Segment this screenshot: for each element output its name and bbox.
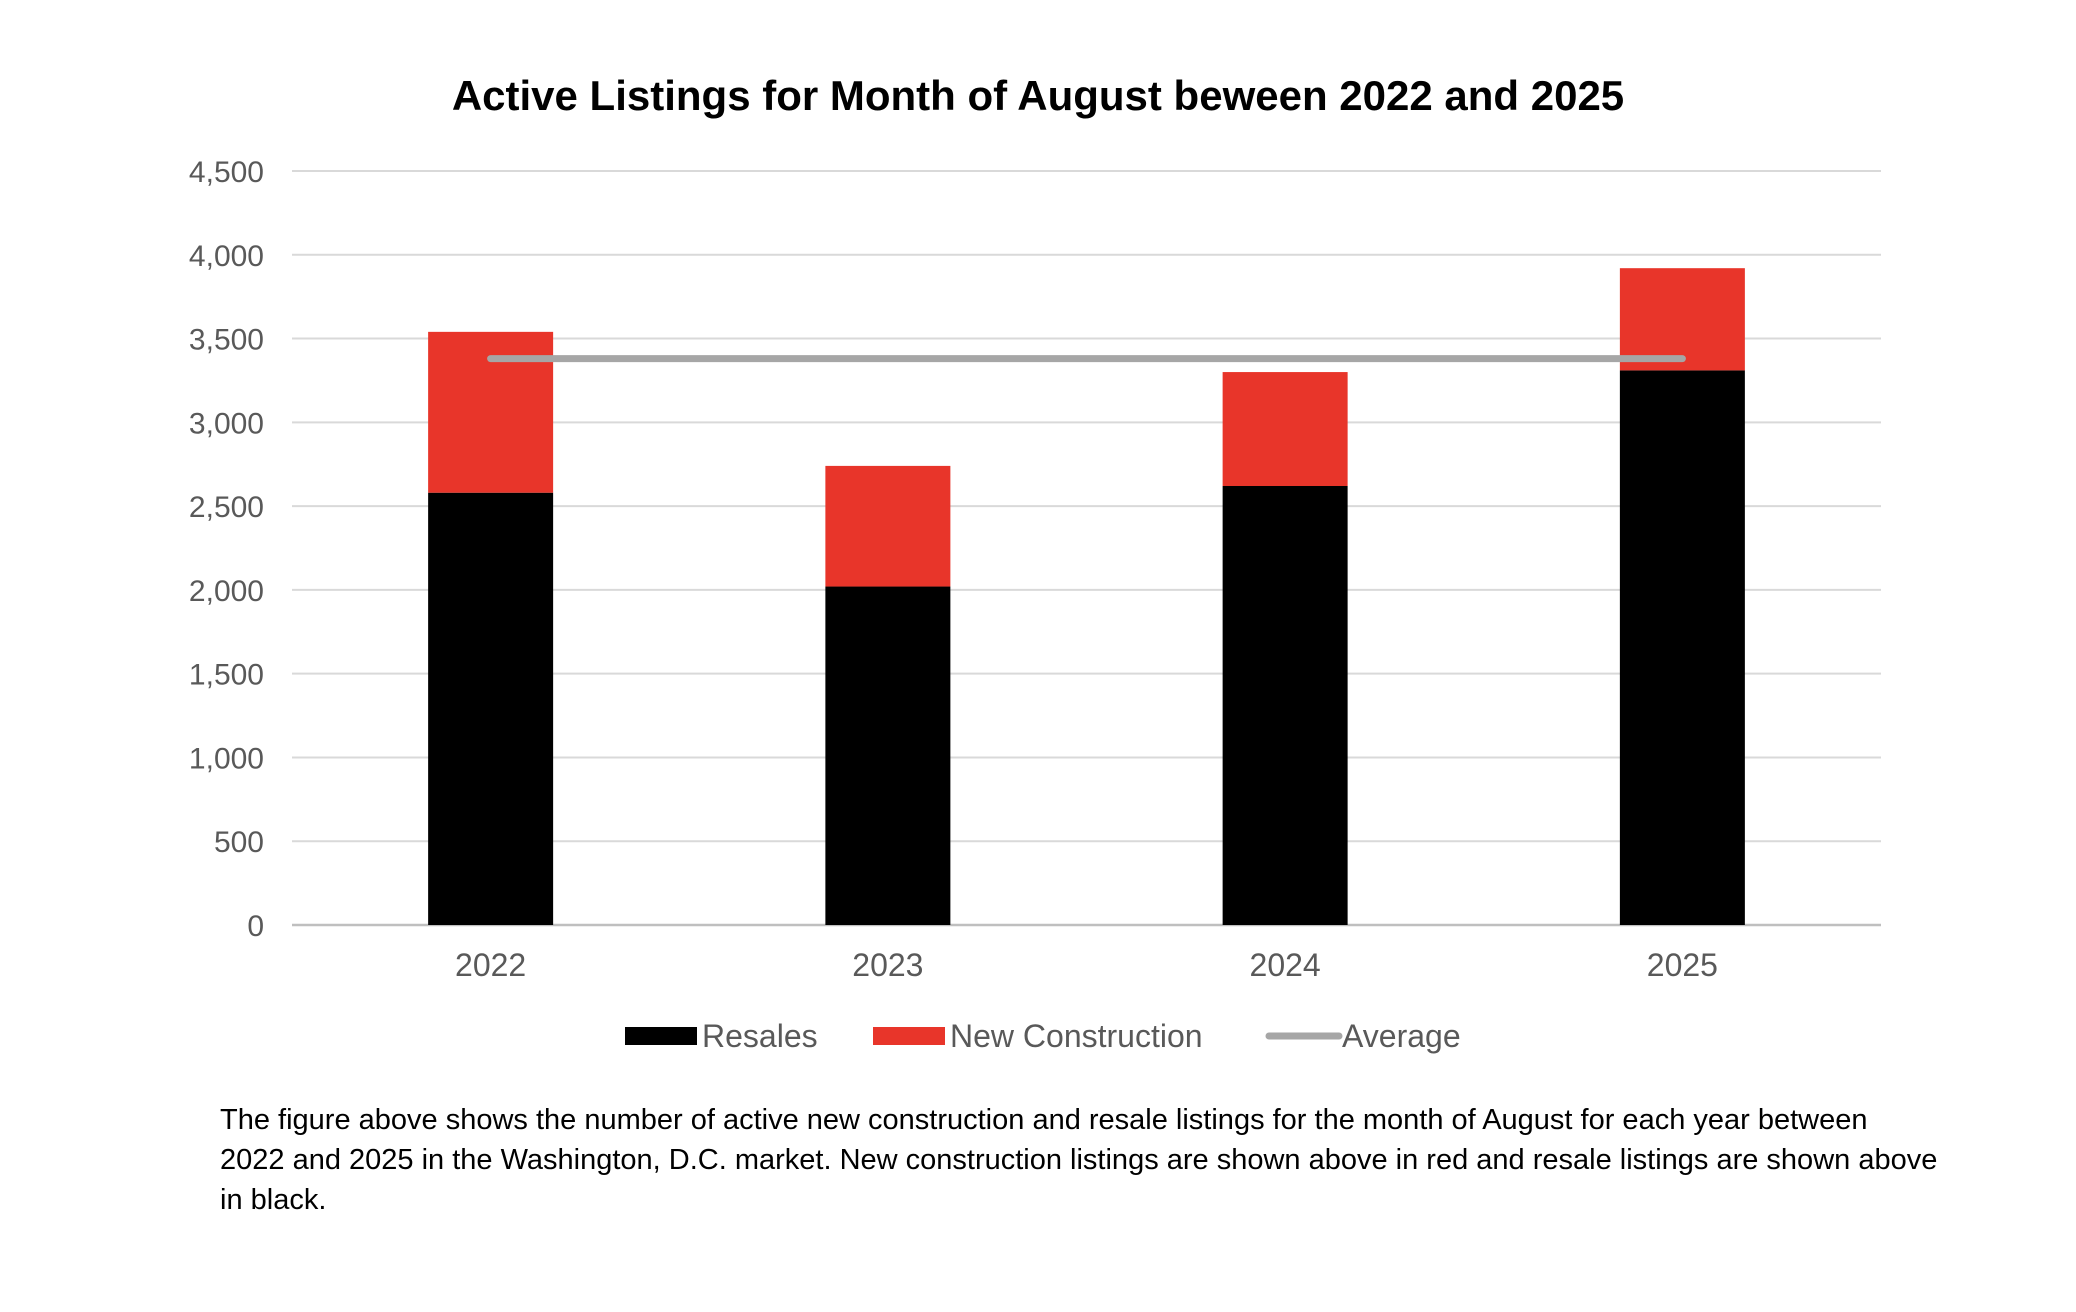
gridlines xyxy=(292,170,1881,927)
legend-label-new-construction: New Construction xyxy=(950,1018,1203,1054)
bar-resales xyxy=(1619,370,1745,925)
y-tick-label: 500 xyxy=(214,826,264,859)
y-tick-label: 1,500 xyxy=(189,659,264,692)
y-tick-label: 1,000 xyxy=(189,742,264,775)
legend-label-resales: Resales xyxy=(702,1018,818,1054)
bar-new-construction xyxy=(1222,372,1348,487)
y-tick-label: 3,000 xyxy=(189,407,264,440)
legend-swatch-new-construction xyxy=(873,1027,945,1045)
x-tick-label: 2025 xyxy=(1647,947,1718,983)
y-tick-label: 4,000 xyxy=(189,240,264,273)
x-axis-ticks: 2022 2023 2024 2025 xyxy=(455,947,1718,983)
y-tick-label: 2,500 xyxy=(189,491,264,524)
figure-caption: The figure above shows the number of act… xyxy=(220,1104,1938,1216)
y-tick-label: 3,500 xyxy=(189,324,264,357)
bar-resales xyxy=(428,492,554,925)
bar-resales xyxy=(1222,486,1348,925)
y-axis-ticks: 0 500 1,000 1,500 2,000 2,500 3,000 3,500 4,000 4… xyxy=(189,156,264,943)
legend-label-average: Average xyxy=(1342,1018,1461,1054)
x-tick-label: 2024 xyxy=(1250,947,1321,983)
x-tick-label: 2023 xyxy=(852,947,923,983)
legend: Resales New Construction Average xyxy=(625,1018,1461,1054)
y-tick-label: 0 xyxy=(247,910,264,943)
bar-new-construction xyxy=(825,465,951,587)
y-tick-label: 2,000 xyxy=(189,575,264,608)
bar-new-construction xyxy=(1619,268,1745,371)
chart-title: Active Listings for Month of August bewe… xyxy=(451,72,1625,119)
x-tick-label: 2022 xyxy=(455,947,526,983)
bars xyxy=(428,268,1745,925)
bar-resales xyxy=(825,586,951,925)
y-tick-label: 4,500 xyxy=(189,156,264,189)
legend-swatch-resales xyxy=(625,1027,697,1045)
